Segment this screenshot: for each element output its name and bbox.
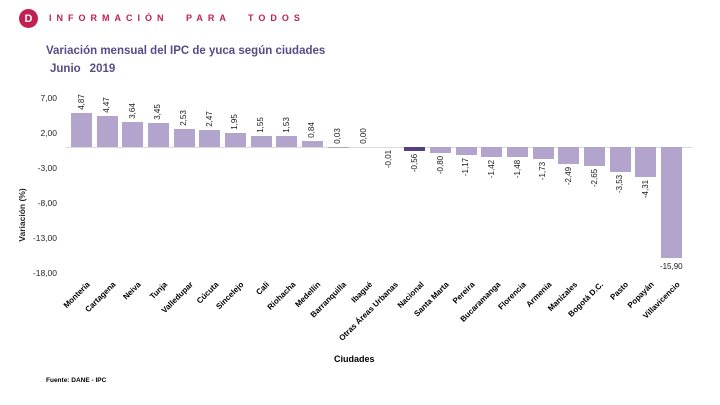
bar-value-label: -0,01 bbox=[384, 149, 394, 169]
chart-title: Variación mensual del IPC de yuca según … bbox=[46, 45, 326, 57]
bar-value-label: 0,03 bbox=[332, 127, 342, 144]
bar-value-label: -4,31 bbox=[640, 180, 650, 199]
bar-value-label: 1,53 bbox=[281, 117, 291, 134]
bar-value-label: 0,00 bbox=[358, 128, 368, 144]
bar-value-label: 3,64 bbox=[127, 102, 137, 119]
bar-value-label: -1,17 bbox=[461, 158, 471, 177]
bar-value-label: 0,84 bbox=[307, 122, 317, 138]
bar bbox=[301, 141, 323, 147]
bar bbox=[660, 147, 682, 259]
bar-value-label: 2,47 bbox=[204, 110, 214, 127]
bar bbox=[96, 115, 118, 147]
bar-highlight bbox=[404, 147, 426, 151]
chart-subtitle: Junio 2019 bbox=[50, 63, 115, 75]
bar-value-label: 4,87 bbox=[76, 94, 86, 110]
bar bbox=[507, 147, 529, 158]
source-note: Fuente: DANE - IPC bbox=[46, 377, 107, 384]
y-tick-label: -8,00 bbox=[37, 198, 57, 208]
x-tick-label: Neiva bbox=[121, 280, 144, 302]
y-axis-title: Variación (%) bbox=[17, 188, 27, 242]
subtitle-year: 2019 bbox=[89, 63, 116, 75]
bar bbox=[147, 122, 169, 147]
bar bbox=[481, 147, 503, 157]
bar-value-label: -2,65 bbox=[589, 168, 599, 187]
bar bbox=[276, 136, 298, 147]
subtitle-month: Junio bbox=[50, 63, 81, 75]
bar-value-label: -1,48 bbox=[512, 160, 522, 179]
bar-value-label: -3,53 bbox=[615, 174, 625, 193]
bar-value-label: -1,73 bbox=[538, 161, 548, 181]
x-tick-label: Cali bbox=[254, 280, 272, 297]
bar-value-label: -0,56 bbox=[410, 153, 420, 173]
x-tick-label: Tunja bbox=[147, 280, 169, 302]
bar bbox=[558, 147, 580, 165]
y-tick-label: -13,00 bbox=[32, 233, 57, 243]
x-tick-label: Pasto bbox=[608, 280, 631, 302]
dane-logo-letter: D bbox=[24, 12, 33, 25]
bar bbox=[122, 121, 144, 147]
bar bbox=[224, 133, 246, 147]
bar bbox=[71, 112, 92, 147]
x-axis-title: Ciudades bbox=[334, 354, 375, 364]
bar bbox=[430, 147, 452, 153]
y-tick-label: 7,00 bbox=[40, 93, 57, 103]
bar-value-label: 4,47 bbox=[101, 96, 111, 113]
bar bbox=[609, 147, 631, 172]
y-tick-label: -18,00 bbox=[32, 268, 57, 278]
x-tick-label: Ibagué bbox=[349, 280, 375, 305]
y-tick-label: -3,00 bbox=[37, 163, 57, 173]
bar bbox=[455, 147, 477, 156]
bar bbox=[584, 147, 605, 166]
bar bbox=[635, 147, 657, 178]
bar bbox=[173, 129, 195, 147]
bar-value-label: 1,55 bbox=[255, 117, 265, 133]
bar-value-label: 1,95 bbox=[230, 114, 240, 131]
header-tagline: INFORMACIÓN PARA TODOS bbox=[49, 13, 305, 23]
bar-value-label: 3,45 bbox=[153, 104, 163, 120]
bar-value-label: -2,49 bbox=[563, 167, 573, 186]
y-tick-label: 2,00 bbox=[40, 128, 57, 138]
bar-value-label: -15,90 bbox=[659, 262, 683, 272]
bar-value-label: 2,53 bbox=[178, 110, 188, 127]
bar bbox=[532, 147, 554, 160]
bar-value-label: -1,42 bbox=[487, 159, 497, 179]
bar bbox=[250, 136, 272, 147]
bar-value-label: -0,80 bbox=[435, 155, 445, 174]
x-axis-line bbox=[66, 147, 692, 148]
bar bbox=[199, 129, 221, 147]
dane-logo-icon: D bbox=[19, 9, 38, 28]
